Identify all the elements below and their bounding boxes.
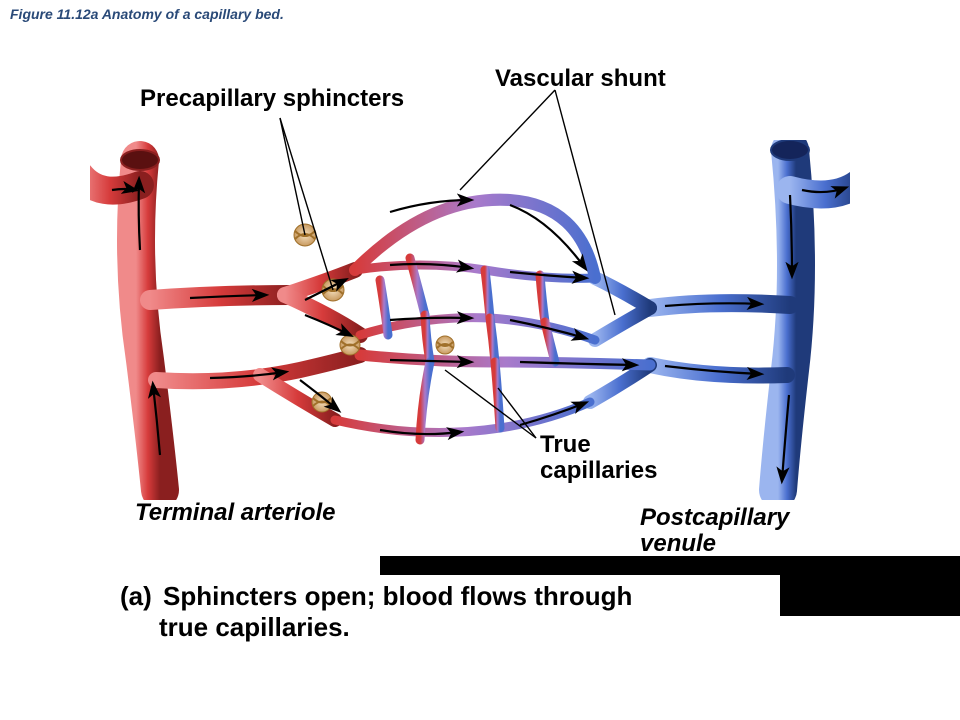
caption-prefix: (a) [120, 581, 152, 611]
caption-line2: true capillaries. [159, 612, 350, 642]
caption-line1: Sphincters open; blood flows through [163, 581, 632, 611]
caption-box: (a) Sphincters open; blood flows through… [110, 575, 780, 661]
